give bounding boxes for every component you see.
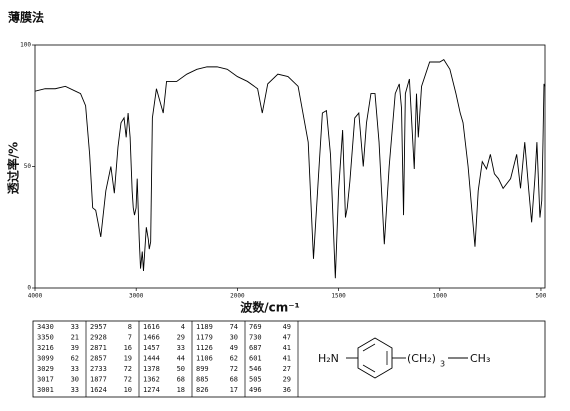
peak-wavenumber: 2871 [90,344,107,352]
peak-wavenumber: 2928 [90,334,107,342]
peak-wavenumber: 3001 [37,386,54,394]
peak-transmittance: 62 [71,355,79,363]
amine-group: H₂N [318,352,339,365]
peak-wavenumber: 826 [196,386,209,394]
peak-transmittance: 74 [230,323,238,331]
peak-transmittance: 72 [124,376,132,384]
peak-wavenumber: 601 [249,355,262,363]
peak-transmittance: 68 [230,376,238,384]
peak-transmittance: 44 [177,355,185,363]
chain-group: (CH₂) [407,352,436,365]
peak-wavenumber: 1457 [143,344,160,352]
peak-wavenumber: 1877 [90,376,107,384]
peak-wavenumber: 3430 [37,323,54,331]
chain-count: 3 [440,360,445,369]
peak-wavenumber: 1466 [143,334,160,342]
peak-wavenumber: 3216 [37,344,54,352]
terminal-group: CH₃ [470,352,490,365]
peak-transmittance: 50 [177,365,185,373]
peak-transmittance: 4 [181,323,185,331]
peak-wavenumber: 2857 [90,355,107,363]
peak-transmittance: 62 [230,355,238,363]
peak-transmittance: 27 [283,365,291,373]
y-axis-label: 透过率/% [6,142,21,194]
x-tick-label: 1000 [433,293,448,300]
peak-transmittance: 33 [71,386,79,394]
peak-transmittance: 21 [71,334,79,342]
ring-bond [362,343,376,352]
y-tick-label: 50 [24,163,32,170]
peak-transmittance: 16 [124,344,132,352]
x-tick-label: 1500 [331,293,346,300]
peak-transmittance: 29 [177,334,185,342]
x-tick-label: 500 [536,293,547,300]
peak-wavenumber: 1274 [143,386,160,394]
peak-wavenumber: 1189 [196,323,213,331]
peak-transmittance: 49 [230,344,238,352]
peak-transmittance: 29 [283,376,291,384]
peak-transmittance: 72 [230,365,238,373]
y-tick-label: 100 [20,42,31,49]
peak-wavenumber: 1444 [143,355,160,363]
peak-wavenumber: 3029 [37,365,54,373]
peak-transmittance: 17 [230,386,238,394]
peak-wavenumber: 1179 [196,334,213,342]
ring-bond [362,364,376,373]
chart-title: 薄膜法 [8,10,44,25]
peak-transmittance: 33 [71,365,79,373]
structure: H₂N (CH₂) 3 CH₃ [318,337,490,379]
peak-wavenumber: 3017 [37,376,54,384]
x-tick-label: 4000 [28,293,43,300]
peak-wavenumber: 1106 [196,355,213,363]
peak-transmittance: 33 [71,323,79,331]
peak-transmittance: 30 [71,376,79,384]
peak-transmittance: 19 [124,355,132,363]
peak-wavenumber: 730 [249,334,262,342]
peak-transmittance: 41 [283,355,291,363]
table-frame [32,320,546,398]
peak-wavenumber: 1362 [143,376,160,384]
peak-wavenumber: 769 [249,323,262,331]
y-tick-label: 0 [27,285,31,292]
x-tick-label: 3000 [129,293,144,300]
peak-transmittance: 72 [124,365,132,373]
peak-transmittance: 41 [283,344,291,352]
peak-wavenumber: 1378 [143,365,160,373]
x-axis-label: 波数/cm⁻¹ [240,300,300,315]
peak-transmittance: 33 [177,344,185,352]
peak-wavenumber: 505 [249,376,262,384]
peak-wavenumber: 2733 [90,365,107,373]
peak-wavenumber: 899 [196,365,209,373]
peak-transmittance: 49 [283,323,291,331]
peak-wavenumber: 885 [196,376,209,384]
peak-wavenumber: 496 [249,386,262,394]
peak-wavenumber: 1126 [196,344,213,352]
peak-transmittance: 47 [283,334,291,342]
peak-wavenumber: 687 [249,344,262,352]
peak-transmittance: 39 [71,344,79,352]
peak-wavenumber: 3350 [37,334,54,342]
benzene-ring [357,337,393,379]
spectrum-line [34,58,546,279]
peak-wavenumber: 3099 [37,355,54,363]
peak-transmittance: 18 [177,386,185,394]
peak-wavenumber: 1616 [143,323,160,331]
peak-transmittance: 10 [124,386,132,394]
peak-transmittance: 36 [283,386,291,394]
peak-transmittance: 8 [128,323,132,331]
peak-transmittance: 68 [177,376,185,384]
x-tick-label: 2000 [230,293,245,300]
peak-wavenumber: 1624 [90,386,107,394]
peak-transmittance: 30 [230,334,238,342]
peak-wavenumber: 546 [249,365,262,373]
peak-transmittance: 7 [128,334,132,342]
peak-wavenumber: 2957 [90,323,107,331]
